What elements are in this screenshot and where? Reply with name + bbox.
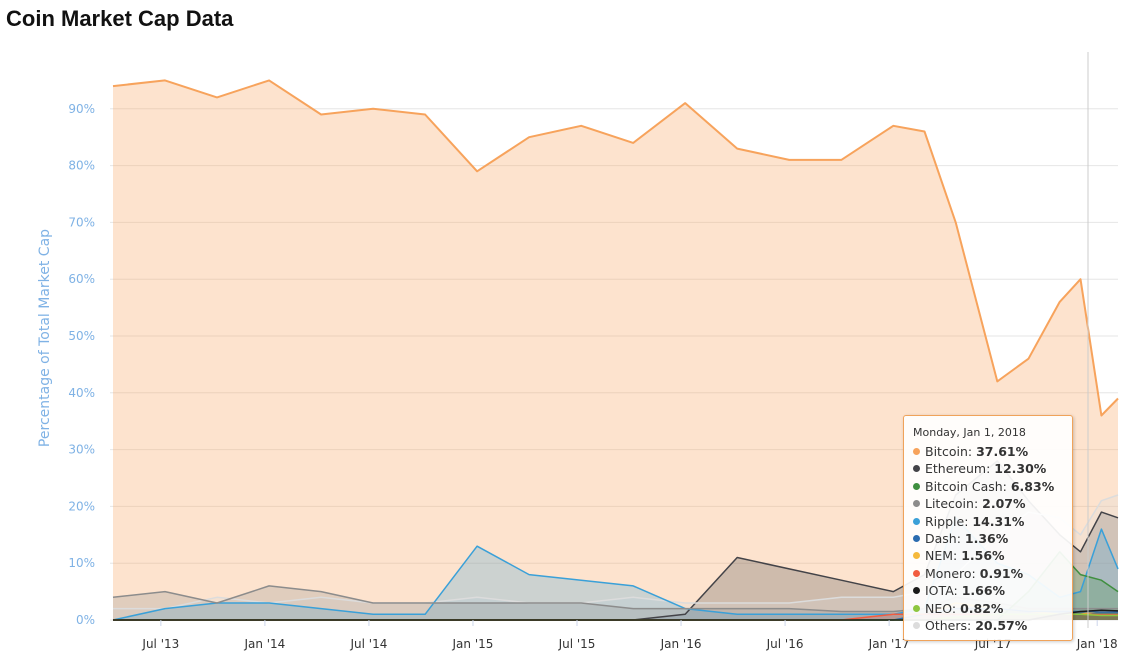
- tooltip-row: IOTA: 1.66%: [904, 582, 1072, 599]
- x-tick-label: Jan '16: [660, 637, 702, 651]
- tooltip-row: Bitcoin: 37.61%: [904, 443, 1072, 460]
- y-tick-label: 60%: [68, 272, 95, 286]
- y-tick-label: 90%: [68, 102, 95, 116]
- y-axis-ticks: 0% 10% 20% 30% 40% 50% 60% 70% 80% 90%: [68, 102, 95, 627]
- tooltip-series-name: Monero:: [925, 565, 980, 581]
- tooltip-series-value: 0.91%: [979, 565, 1024, 581]
- tooltip-series-value: 1.36%: [964, 530, 1009, 546]
- tooltip-series-value: 6.83%: [1010, 478, 1055, 494]
- legend-dot-icon: [913, 465, 920, 473]
- tooltip-series-value: 1.66%: [961, 583, 1006, 599]
- legend-dot-icon: [913, 517, 920, 525]
- tooltip-series-name: Ethereum:: [925, 461, 995, 477]
- x-axis-ticks: Jul '13 Jan '14 Jul '14 Jan '15 Jul '15 Jan '…: [141, 620, 1118, 651]
- tooltip-row: Others: 20.57%: [904, 617, 1072, 634]
- grid-lines: [110, 108, 1118, 621]
- legend-dot-icon: [913, 552, 920, 560]
- tooltip-series-value: 20.57%: [975, 617, 1028, 633]
- x-tick-label: Jan '18: [1076, 637, 1118, 651]
- x-tick-label: Jul '15: [558, 637, 596, 651]
- tooltip-series-value: 0.82%: [960, 600, 1004, 616]
- tooltip-row: NEM: 1.56%: [904, 547, 1072, 564]
- tooltip-series-name: Ripple:: [925, 513, 973, 529]
- tooltip-series-value: 1.56%: [961, 548, 1005, 564]
- tooltip-row: Dash: 1.36%: [904, 530, 1072, 547]
- tooltip-series-name: Others:: [925, 617, 976, 633]
- tooltip-series-value: 2.07%: [982, 496, 1026, 512]
- x-tick-label: Jan '15: [452, 637, 494, 651]
- page-title: Coin Market Cap Data: [6, 6, 234, 31]
- y-tick-label: 80%: [68, 159, 95, 173]
- line-bitcoin: [112, 79, 1119, 417]
- legend-dot-icon: [913, 587, 920, 595]
- tooltip-rows: Bitcoin: 37.61% Ethereum: 12.30% Bitcoin C…: [904, 443, 1072, 634]
- area-litecoin: [113, 585, 1118, 620]
- tooltip-row: Bitcoin Cash: 6.83%: [904, 478, 1072, 495]
- x-tick-label: Jul '16: [766, 637, 804, 651]
- y-tick-label: 0%: [76, 613, 95, 627]
- y-tick-label: 30%: [68, 443, 95, 457]
- x-tick-label: Jan '17: [868, 637, 910, 651]
- y-tick-label: 70%: [68, 215, 95, 229]
- x-tick-label: Jul '14: [349, 637, 387, 651]
- tooltip-row: Ethereum: 12.30%: [904, 460, 1072, 477]
- legend-dot-icon: [913, 500, 920, 508]
- tooltip-series-value: 14.31%: [972, 513, 1025, 529]
- legend-dot-icon: [913, 569, 920, 577]
- tooltip-series-name: NEM:: [925, 548, 962, 564]
- y-axis-label: Percentage of Total Market Cap: [37, 229, 53, 447]
- tooltip-series-name: Dash:: [925, 530, 965, 546]
- y-tick-label: 20%: [68, 499, 95, 513]
- y-tick-label: 50%: [68, 329, 95, 343]
- tooltip-series-value: 12.30%: [994, 461, 1047, 477]
- tooltip: Monday, Jan 1, 2018 Bitcoin: 37.61% Ether…: [903, 415, 1073, 641]
- tooltip-series-name: IOTA:: [925, 583, 962, 599]
- tooltip-series-value: 37.61%: [976, 444, 1029, 459]
- tooltip-series-name: NEO:: [925, 600, 961, 616]
- x-tick-label: Jul '13: [141, 637, 179, 651]
- legend-dot-icon: [913, 534, 920, 542]
- legend-dot-icon: [913, 604, 920, 612]
- tooltip-row: Ripple: 14.31%: [904, 513, 1072, 530]
- tooltip-row: Litecoin: 2.07%: [904, 495, 1072, 512]
- tooltip-date: Monday, Jan 1, 2018: [913, 426, 1026, 439]
- y-tick-label: 10%: [68, 556, 95, 570]
- area-monero: [113, 614, 1118, 620]
- area-bitcoin: [113, 80, 1118, 620]
- tooltip-series-name: Bitcoin Cash:: [925, 478, 1011, 494]
- tooltip-series-name: Litecoin:: [925, 496, 983, 512]
- tooltip-row: Monero: 0.91%: [904, 565, 1072, 582]
- tooltip-row: NEO: 0.82%: [904, 600, 1072, 617]
- legend-dot-icon: [913, 482, 920, 490]
- legend-dot-icon: [913, 621, 920, 629]
- legend-dot-icon: [913, 448, 920, 455]
- y-tick-label: 40%: [68, 386, 95, 400]
- x-tick-label: Jan '14: [243, 637, 285, 651]
- tooltip-series-name: Bitcoin:: [925, 444, 977, 459]
